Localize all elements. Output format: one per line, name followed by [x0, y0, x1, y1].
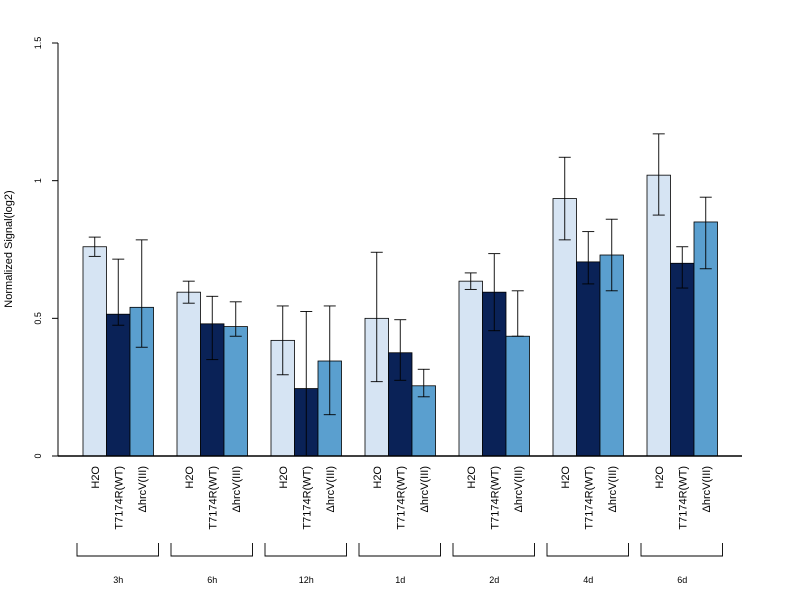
group-bracket: [640, 543, 723, 557]
x-tick-label: H2O: [90, 466, 102, 489]
x-tick-label: ΔhrcV(III): [419, 466, 431, 512]
bars: [82, 174, 718, 457]
x-tick-label: ΔhrcV(III): [607, 466, 619, 512]
x-tick-labels: H2O T7174R(WT) ΔhrcV(III) H2O T7174R(WT) Δhrc…: [90, 466, 713, 530]
bar: [82, 246, 107, 457]
group-label: 3h: [113, 575, 123, 585]
bar: [505, 335, 530, 457]
x-tick-label: ΔhrcV(III): [137, 466, 149, 512]
bar: [646, 174, 671, 457]
y-tick-label: 1.5: [33, 37, 43, 50]
x-tick-label: T7174R(WT): [395, 466, 407, 530]
group-label: 6d: [677, 575, 687, 585]
group-label: 12h: [299, 575, 314, 585]
bar: [458, 280, 483, 457]
error-bars: [88, 133, 712, 457]
bar: [670, 262, 695, 457]
bar: [106, 313, 131, 457]
x-tick-label: ΔhrcV(III): [231, 466, 243, 512]
y-tick-label: 0.5: [33, 312, 43, 325]
x-tick-label: T7174R(WT): [489, 466, 501, 530]
group-bracket: [358, 543, 441, 557]
bar: [176, 291, 201, 457]
x-tick-label: T7174R(WT): [677, 466, 689, 530]
x-tick-label: T7174R(WT): [301, 466, 313, 530]
group-label: 6h: [207, 575, 217, 585]
group-labels: 3h 6h 12h 1d 2d 4d 6d: [76, 543, 723, 585]
y-tick-label: 1: [33, 178, 43, 183]
group-bracket: [546, 543, 629, 557]
group-bracket: [264, 543, 347, 557]
group-label: 2d: [489, 575, 499, 585]
y-tick-label: 0: [33, 453, 43, 458]
x-tick-label: H2O: [278, 466, 290, 489]
bar: [576, 261, 601, 457]
group-label: 1d: [395, 575, 405, 585]
group-bracket: [76, 543, 159, 557]
y-axis-label: Normalized Signal(log2): [3, 190, 15, 307]
bar: [223, 326, 248, 457]
x-tick-label: H2O: [560, 466, 572, 489]
x-tick-label: T7174R(WT): [207, 466, 219, 530]
x-tick-label: ΔhrcV(III): [701, 466, 713, 512]
x-tick-label: ΔhrcV(III): [513, 466, 525, 512]
x-tick-label: ΔhrcV(III): [325, 466, 337, 512]
group-bracket: [170, 543, 253, 557]
x-tick-label: H2O: [184, 466, 196, 489]
x-tick-label: H2O: [372, 466, 384, 489]
x-tick-label: H2O: [466, 466, 478, 489]
group-label: 4d: [583, 575, 593, 585]
y-axis: 0 0.5 1 1.5: [33, 37, 59, 459]
x-tick-label: H2O: [654, 466, 666, 489]
x-tick-label: T7174R(WT): [583, 466, 595, 530]
group-bracket: [452, 543, 535, 557]
x-tick-label: T7174R(WT): [113, 466, 125, 530]
